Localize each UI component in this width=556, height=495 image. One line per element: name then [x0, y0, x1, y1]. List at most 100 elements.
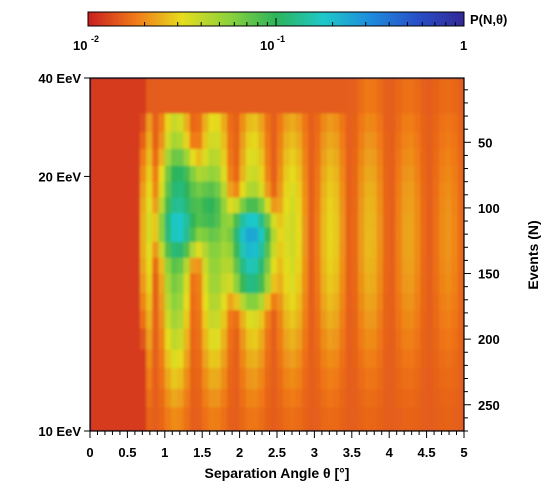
heatmap-cell [326, 407, 334, 431]
heatmap-cell [258, 328, 266, 351]
heatmap-cell [189, 310, 197, 330]
heatmap-cell [245, 407, 253, 431]
heatmap-cell [370, 181, 378, 199]
svg-text:-2: -2 [91, 34, 99, 44]
heatmap-cell [264, 131, 272, 150]
heatmap-cell [183, 148, 191, 167]
heatmap-cell [333, 328, 340, 351]
heatmap-cell [164, 213, 172, 229]
heatmap-cell [333, 131, 340, 150]
heatmap-cell [426, 197, 434, 214]
heatmap-cell [382, 273, 390, 294]
heatmap-cell [351, 349, 359, 369]
heatmap-cell [314, 407, 322, 431]
heatmap-cell [114, 349, 122, 369]
heatmap-cell [333, 389, 340, 408]
heatmap-cell [220, 165, 228, 183]
heatmap-cell [152, 148, 160, 167]
heatmap-cell [158, 197, 166, 214]
heatmap-cell [308, 165, 315, 183]
heatmap-cell [245, 389, 253, 408]
heatmap-cell [314, 78, 322, 115]
heatmap-cell [283, 213, 291, 229]
heatmap-cell [195, 328, 203, 351]
heatmap-cell [320, 113, 328, 133]
heatmap-cell [245, 242, 253, 259]
heatmap-cell [283, 310, 291, 330]
heatmap-cell [202, 407, 210, 431]
heatmap-cell [289, 368, 297, 390]
heatmap-cell [96, 273, 104, 294]
heatmap-cell [339, 310, 347, 330]
heatmap-cell [264, 349, 272, 369]
heatmap-cell [264, 368, 272, 390]
heatmap-cell [183, 242, 191, 259]
heatmap-cell [339, 131, 347, 150]
heatmap-cell [326, 257, 334, 275]
heatmap-cell [314, 273, 322, 294]
heatmap-cell [414, 131, 421, 150]
heatmap-cell [258, 197, 266, 214]
heatmap-cell [121, 257, 128, 275]
heatmap-cell [177, 293, 185, 311]
heatmap-cell [252, 227, 259, 243]
heatmap-cell [258, 293, 266, 311]
heatmap-cell [457, 165, 464, 183]
heatmap-cell [183, 197, 191, 214]
heatmap-cell [114, 407, 122, 431]
heatmap-cell [220, 113, 228, 133]
heatmap-cell [146, 257, 153, 275]
heatmap-cell [139, 148, 147, 167]
heatmap-cell [320, 165, 328, 183]
heatmap-cell [189, 328, 197, 351]
heatmap-cell [439, 113, 446, 133]
heatmap-cell [364, 368, 372, 390]
heatmap-cell [277, 213, 284, 229]
heatmap-cell [389, 293, 397, 311]
heatmap-cell [407, 148, 415, 167]
heatmap-cell [139, 197, 147, 214]
energy-tick-label: 10 EeV [38, 424, 81, 439]
heatmap-cell [152, 273, 160, 294]
heatmap-cell [426, 165, 434, 183]
heatmap-cell [382, 257, 390, 275]
heatmap-cell [395, 273, 403, 294]
heatmap-cell [114, 368, 122, 390]
heatmap-cell [208, 257, 216, 275]
heatmap-cell [108, 78, 116, 115]
heatmap-cell [252, 197, 259, 214]
heatmap-cell [414, 165, 421, 183]
heatmap-cell [451, 181, 459, 199]
heatmap-cell [121, 310, 128, 330]
heatmap-cell [220, 349, 228, 369]
heatmap-cell [432, 213, 440, 229]
heatmap-cell [177, 242, 185, 259]
heatmap-cell [227, 407, 234, 431]
heatmap-cell [358, 197, 365, 214]
heatmap-cell [270, 131, 278, 150]
heatmap-cell [252, 148, 259, 167]
heatmap-cell [358, 310, 365, 330]
heatmap-cell [439, 197, 446, 214]
heatmap-cell [189, 368, 197, 390]
x-axis-title: Separation Angle θ [°] [205, 465, 350, 481]
heatmap-cell [451, 148, 459, 167]
heatmap-cell [333, 368, 340, 390]
heatmap-cell [171, 349, 178, 369]
heatmap-cell [245, 349, 253, 369]
heatmap-cell [139, 368, 147, 390]
heatmap-cell [364, 113, 372, 133]
heatmap-cell [445, 273, 453, 294]
heatmap-cell [401, 273, 409, 294]
heatmap-cell [308, 293, 315, 311]
heatmap-cell [358, 407, 365, 431]
heatmap-cell [339, 181, 347, 199]
heatmap-cell [158, 273, 166, 294]
y-tick-label: 50 [478, 135, 492, 150]
x-tick-label: 5 [460, 445, 467, 460]
heatmap-cell [358, 227, 365, 243]
x-tick-label: 2.5 [268, 445, 286, 460]
heatmap-cell [277, 389, 284, 408]
heatmap-cell [277, 349, 284, 369]
heatmap-cell [189, 213, 197, 229]
